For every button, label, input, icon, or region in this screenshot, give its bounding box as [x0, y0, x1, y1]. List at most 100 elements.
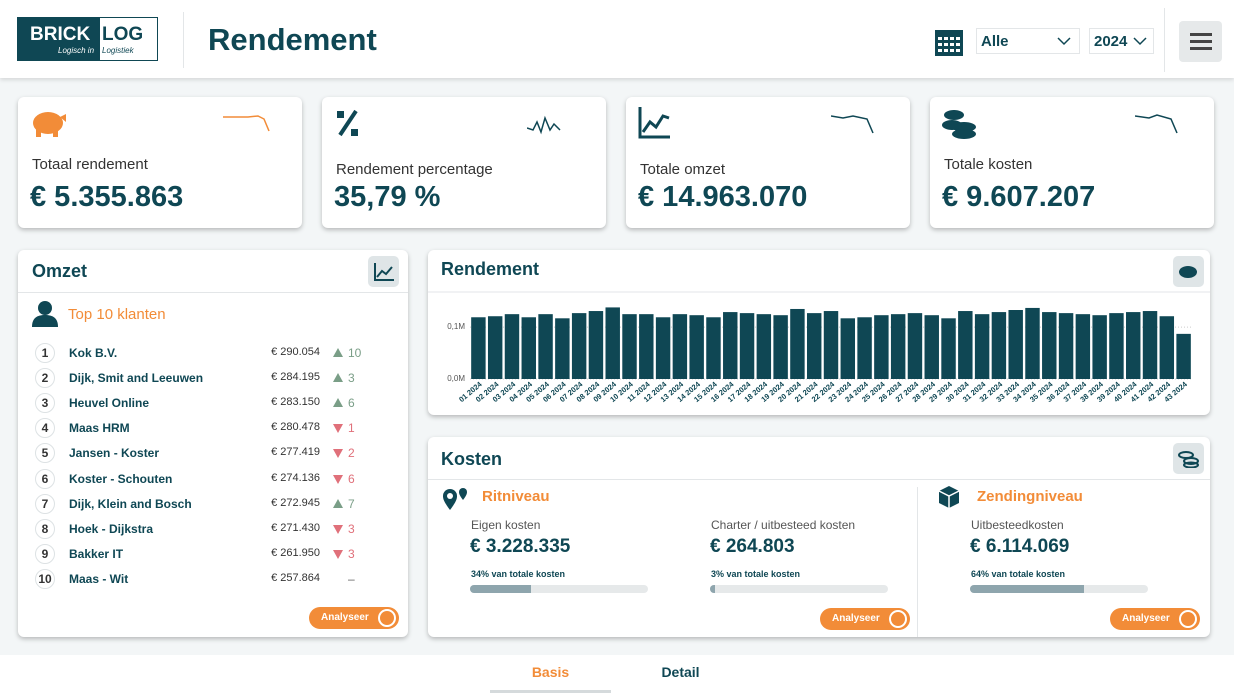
year-select[interactable]: 2024: [1089, 28, 1154, 54]
kpi-label: Totale kosten: [944, 156, 1033, 173]
trend-down: [333, 449, 343, 459]
trend-change: 2: [348, 446, 355, 461]
share-label: 64% van totale kosten: [971, 569, 1066, 579]
y-tick-label: 0,1M: [447, 322, 465, 331]
chevron: [1133, 37, 1147, 46]
period-select[interactable]: Alle: [976, 28, 1080, 54]
trend-change: 6: [348, 396, 355, 411]
bar: [958, 311, 973, 379]
coins-icon: [1173, 443, 1204, 474]
kpi-icon: [337, 109, 358, 137]
customer-amount: € 277.419: [271, 446, 320, 459]
bar: [739, 313, 755, 379]
share-bar: [970, 585, 1084, 593]
page-title: Rendement: [208, 22, 377, 57]
bar: [806, 313, 822, 379]
rank-badge: 9: [35, 543, 55, 564]
bar: [1008, 310, 1023, 379]
sparkline: [831, 115, 874, 134]
bar: [1075, 314, 1091, 379]
kpi-value: € 5.355.863: [30, 181, 184, 213]
sparkline-path: [1135, 114, 1178, 134]
customer-amount: € 261.950: [271, 546, 320, 559]
bar: [941, 318, 956, 379]
logo-sub: LOG: [102, 24, 144, 45]
bar: [1042, 312, 1057, 379]
customer-name: Maas - Wit: [69, 571, 129, 586]
analyse-button[interactable]: Analyseer: [1110, 608, 1200, 630]
trend-down: [333, 549, 343, 559]
logo-tagline: Logistiek: [102, 46, 134, 55]
person-icon: [32, 301, 58, 327]
chart-title: Rendement: [441, 259, 539, 279]
sparkline-path: [831, 115, 874, 134]
card-title: Kosten: [441, 449, 503, 469]
menu-button[interactable]: [1179, 21, 1222, 62]
chevron: [1057, 37, 1071, 46]
customer-name: Dijk, Klein and Bosch: [69, 496, 192, 511]
sparkline: [1135, 114, 1178, 134]
trend-up: [333, 348, 343, 357]
bar: [689, 315, 704, 379]
bar: [1159, 316, 1175, 379]
card-title: Omzet: [32, 261, 88, 281]
bar: [639, 314, 654, 379]
customer-name: Kok B.V.: [69, 346, 118, 360]
period-value: Alle: [981, 33, 1009, 50]
subtitle: Top 10 klanten: [68, 306, 166, 323]
bar: [471, 317, 486, 379]
kpi-icon: [33, 112, 66, 137]
rank-badge: 1: [35, 343, 55, 363]
year-value: 2024: [1094, 33, 1128, 50]
button-label: Analyseer: [321, 612, 369, 623]
customer-name: Hoek - Dijkstra: [69, 521, 154, 536]
customer-name: Maas HRM: [69, 421, 130, 436]
rank-badge: 7: [35, 493, 55, 514]
tab[interactable]: Basis: [490, 655, 611, 693]
y-tick-label: 0,0M: [447, 374, 465, 383]
bar: [487, 316, 503, 379]
customer-amount: € 280.478: [271, 421, 320, 434]
customer-name: Koster - Schouten: [69, 471, 173, 486]
trend-change: 1: [348, 421, 355, 436]
cost-value: € 6.114.069: [970, 536, 1070, 557]
logo-block: [18, 18, 100, 60]
button-label: Analyseer: [832, 613, 880, 624]
analyse-button[interactable]: Analyseer: [820, 608, 910, 630]
share-label: 3% van totale kosten: [711, 569, 801, 579]
bar: [907, 313, 923, 379]
trend-down: [333, 524, 343, 534]
kpi-value: 35,79 %: [334, 181, 441, 213]
piggy-icon: [1179, 266, 1197, 278]
rank-badge: 6: [35, 468, 55, 489]
rendement-card: Rendement 0,0M 0,1M 01 2024 02 2024 03 2024 0…: [428, 250, 1210, 415]
bar: [538, 314, 553, 379]
analyse-button[interactable]: Analyseer: [309, 607, 399, 629]
divider: [917, 487, 918, 637]
customer-amount: € 257.864: [271, 571, 320, 584]
icon: [374, 263, 394, 281]
bar: [874, 315, 889, 379]
bar: [672, 314, 688, 379]
divider: [1164, 8, 1165, 72]
trend-up: [333, 398, 343, 408]
bar: [1126, 312, 1141, 379]
sparkline: [527, 115, 561, 135]
kpi-card: Totale omzet € 14.963.070: [626, 97, 910, 228]
logo: BRICK LOG Logisch in Logistiek: [17, 17, 158, 61]
kpi-value: € 9.607.207: [942, 181, 1096, 213]
section-icon: [443, 488, 467, 510]
bar: [555, 318, 570, 379]
tab-bar: Basis Detail: [0, 655, 1234, 694]
section-title: Ritniveau: [482, 488, 550, 505]
button-label: Analyseer: [1122, 613, 1170, 624]
bar: [571, 313, 587, 379]
cost-label: Uitbesteedkosten: [971, 518, 1064, 532]
tab[interactable]: Detail: [661, 664, 700, 680]
trend-down: [333, 474, 343, 484]
trend-change: 3: [348, 371, 355, 386]
rank-badge: 5: [35, 443, 55, 464]
customer-amount: € 290.054: [271, 346, 320, 358]
divider: [428, 479, 1210, 480]
